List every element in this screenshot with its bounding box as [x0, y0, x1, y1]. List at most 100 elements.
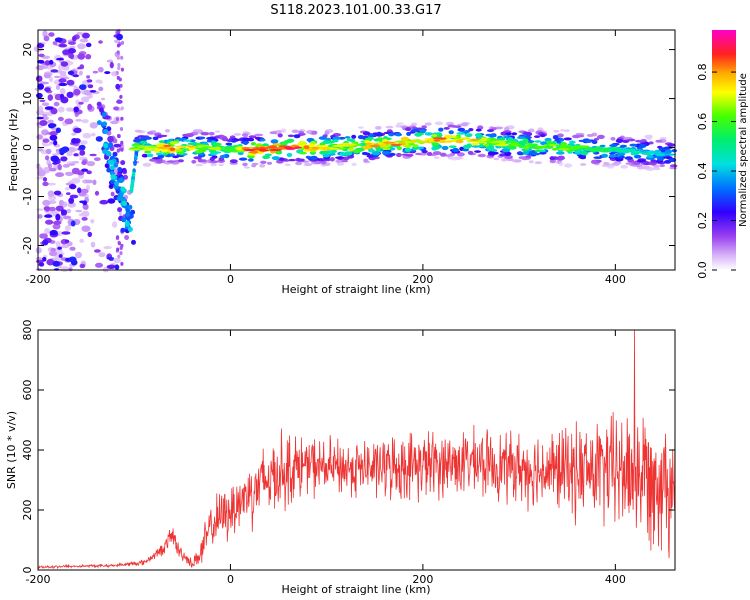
spectrogram-cell	[608, 154, 617, 158]
spectrogram-cell	[461, 122, 469, 127]
spectrogram-cell	[57, 116, 64, 122]
spectrogram-cell	[39, 120, 48, 126]
spectrogram-cell	[395, 133, 402, 137]
spectrogram-cell	[468, 128, 474, 132]
spectrogram-cell	[72, 35, 77, 42]
spectrogram-cell	[48, 206, 56, 212]
spectrogram-xlabel: Height of straight line (km)	[281, 283, 430, 296]
y-tick-label: -20	[21, 237, 34, 255]
spectrogram-cell	[322, 147, 330, 151]
spectrogram-cell	[36, 134, 43, 140]
spectrogram-cell	[61, 231, 71, 235]
spectrogram-cell	[89, 153, 97, 157]
figure-title: S118.2023.101.00.33.G17	[270, 3, 441, 18]
spectrogram-cell	[99, 199, 109, 205]
spectrogram-cell	[54, 37, 63, 43]
spectrogram-cell	[95, 262, 103, 268]
spectrogram-cell	[319, 150, 328, 155]
spectrogram-cell	[166, 160, 176, 163]
spectrogram-cell	[119, 251, 123, 256]
spectrogram-ticks: -200 0 200 400 -20 -10 0 10 20	[21, 30, 675, 286]
spectrogram-cell	[255, 136, 261, 140]
spectrogram-cell	[116, 50, 120, 55]
spectrogram-cell	[120, 106, 124, 111]
spectrogram-cell	[50, 107, 58, 115]
spectrogram-cell	[534, 149, 541, 153]
snr-series-line	[37, 329, 676, 570]
spectrogram-cell	[69, 194, 79, 199]
spectrogram-cell	[57, 106, 65, 113]
spectrogram-cell	[197, 144, 210, 147]
spectrogram-cell	[228, 147, 236, 150]
spectrogram-cell	[285, 147, 296, 150]
spectrogram-cell	[73, 106, 79, 113]
spectrogram-cell	[464, 133, 473, 138]
spectrogram-cell	[49, 134, 58, 141]
spectrogram-cell	[613, 160, 622, 165]
spectrogram-cell	[281, 141, 288, 146]
spectrogram-cell	[272, 143, 281, 146]
spectrogram-cell	[610, 137, 616, 141]
spectrogram-cell	[259, 164, 266, 168]
spectrogram-cell	[53, 140, 58, 146]
spectrogram-cell	[629, 143, 638, 147]
spectrogram-cell	[49, 141, 54, 145]
spectrogram-cell	[187, 145, 195, 148]
spectrogram-cell	[124, 235, 130, 240]
spectrogram-cell	[464, 130, 471, 133]
spectrogram-cell	[35, 257, 43, 261]
spectrogram-cell	[42, 239, 49, 246]
spectrogram-cell	[82, 132, 92, 139]
y-tick-label: 600	[21, 380, 34, 401]
spectrogram-cell	[268, 148, 282, 152]
spectrogram-cell	[524, 134, 530, 139]
spectrogram-cell	[522, 138, 529, 143]
spectrogram-cell	[577, 145, 590, 148]
spectrogram-cell	[37, 214, 43, 219]
spectrogram-cell	[43, 206, 51, 211]
spectrogram-cell	[115, 83, 121, 90]
spectrogram-cell	[353, 149, 361, 154]
colorbar-tick-label: 0.0	[696, 261, 709, 279]
spectrogram-cell	[523, 145, 530, 150]
spectrogram-cell	[56, 252, 65, 256]
spectrogram-cell	[483, 143, 490, 147]
spectrogram-cell	[57, 246, 62, 250]
spectrogram-cell	[120, 67, 124, 72]
spectrogram-cell	[112, 151, 118, 157]
spectrogram-cell	[556, 151, 565, 155]
spectrogram-cell	[344, 151, 353, 156]
spectrogram-cell	[415, 152, 422, 156]
spectrogram-cell	[58, 78, 67, 83]
spectrogram-cell	[244, 166, 250, 169]
spectrogram-cell	[646, 136, 652, 140]
spectrogram-cell	[108, 142, 114, 148]
spectrogram-cell	[102, 121, 107, 127]
spectrogram-cell	[269, 131, 277, 135]
spectrogram-cell	[120, 186, 126, 192]
spectrogram-cell	[38, 53, 45, 58]
spectrogram-cell	[115, 117, 119, 122]
y-tick-label: 800	[21, 320, 34, 341]
spectrogram-cell	[291, 129, 299, 134]
spectrogram-cell	[70, 220, 76, 227]
spectrogram-cell	[101, 112, 107, 118]
x-tick-label: -200	[26, 273, 51, 286]
spectrogram-cell	[110, 120, 119, 125]
spectrogram-cell	[363, 152, 371, 156]
spectrogram-cell	[534, 135, 541, 139]
spectrogram-cell	[87, 103, 93, 110]
spectrogram-cell	[108, 160, 114, 166]
spectrogram-cell	[229, 162, 238, 165]
spectrogram-cell	[81, 160, 87, 166]
spectrogram-cell	[298, 140, 306, 145]
spectrogram-cell	[433, 137, 447, 140]
spectrogram-cell	[635, 139, 642, 143]
spectrogram-cell	[225, 142, 233, 146]
spectrogram-cell	[419, 129, 427, 132]
spectrogram-cell	[477, 153, 486, 158]
spectrogram-cell	[219, 155, 227, 158]
spectrogram-cell	[539, 133, 546, 138]
spectrogram-cell	[85, 42, 92, 48]
x-tick-label: 200	[412, 573, 433, 586]
